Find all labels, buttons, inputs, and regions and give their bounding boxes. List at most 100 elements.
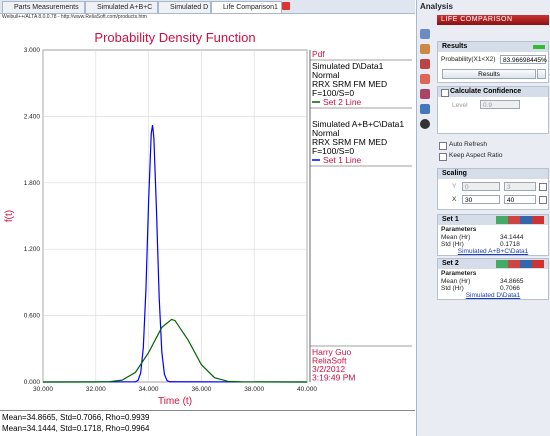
- tool-icon[interactable]: [420, 104, 430, 114]
- button[interactable]: [537, 69, 546, 79]
- legend-text: Normal: [312, 70, 340, 80]
- chart: 0.000 0.600 1.200 1.800 2.400 3.000 30.000 32.0…: [4, 30, 412, 407]
- label: Probability(X1<X2): [441, 56, 496, 63]
- legend-text: Normal: [312, 128, 340, 138]
- plot-area: [42, 49, 308, 383]
- section-title: Set 1: [438, 215, 548, 225]
- set-icons[interactable]: [496, 216, 544, 224]
- checkbox[interactable]: [439, 153, 447, 161]
- tool-icon[interactable]: [420, 74, 430, 84]
- section-title: Calculate Confidence: [438, 87, 548, 97]
- series-line: [42, 125, 308, 383]
- footer-text: Harry Guo: [312, 347, 351, 357]
- set-box: Set 1 Parameters Mean (Hr) 34.1444 Std (Hr) 0…: [437, 214, 549, 256]
- divider: [0, 410, 415, 411]
- x-tick-label: 36.000: [191, 386, 211, 393]
- value-field[interactable]: 0.9: [480, 100, 520, 109]
- tab[interactable]: Simulated D: [158, 1, 211, 13]
- tool-icon[interactable]: [420, 119, 430, 129]
- value: 0.7066: [500, 285, 520, 292]
- options: Auto Refresh Keep Aspect Ratio: [437, 140, 549, 164]
- y-tick-label: 1.200: [24, 246, 41, 253]
- status-line: Mean=34.1444, Std=0.1718, Rho=0.9964: [2, 424, 150, 433]
- tool-icon[interactable]: [420, 59, 430, 69]
- value: 34.8665: [500, 278, 524, 285]
- label: Mean (Hr): [441, 234, 471, 241]
- y-tick-label: 0.600: [24, 313, 41, 320]
- panel-header: LIFE COMPARISON: [437, 15, 549, 25]
- label: Mean (Hr): [441, 278, 471, 285]
- chart-title: Probability Density Function: [94, 30, 255, 45]
- x-tick-label: 40.000: [297, 386, 317, 393]
- close-tab[interactable]: [282, 2, 290, 10]
- button[interactable]: Results: [442, 69, 536, 79]
- checkbox[interactable]: [539, 196, 547, 204]
- data-link[interactable]: Simulated A+B+C\Data1: [457, 248, 529, 255]
- y-tick-label: 3.000: [24, 47, 41, 54]
- footer-text: 3/2/2012: [312, 364, 345, 374]
- legend-text: RRX SRM FM MED: [312, 79, 387, 89]
- legend-text: F=100/S=0: [312, 88, 354, 98]
- x-tick-label: 32.000: [86, 386, 106, 393]
- legend-text: RRX SRM FM MED: [312, 137, 387, 147]
- label: Auto Refresh: [449, 141, 487, 148]
- label: Keep Aspect Ratio: [449, 152, 503, 159]
- legend-entry: Set 1 Line: [323, 155, 362, 165]
- label: Std (Hr): [441, 241, 464, 248]
- checkbox-checked[interactable]: [539, 183, 547, 191]
- legend-title: Pdf: [312, 49, 325, 59]
- x-axis-title: Time (t): [158, 396, 192, 407]
- y-tick-label: 2.400: [24, 113, 41, 120]
- series-line: [43, 318, 308, 383]
- legend-text: Simulated D\Data1: [312, 61, 384, 71]
- status-line: Mean=34.8665, Std=0.7066, Rho=0.9939: [2, 413, 150, 422]
- y-tick-label: 1.800: [24, 180, 41, 187]
- tab-bar: Parts Measurements Simulated A+B+C Simul…: [0, 0, 415, 14]
- results-box: Results Probability(X1<X2) 83.96698445% …: [437, 41, 549, 83]
- value: 34.1444: [500, 234, 524, 241]
- value-field[interactable]: 3: [504, 182, 536, 191]
- y-tick-label: 0.000: [24, 379, 41, 386]
- label: Parameters: [441, 270, 477, 277]
- section-title: Set 2: [438, 259, 548, 269]
- tool-icon[interactable]: [420, 29, 430, 39]
- label: X: [452, 196, 457, 203]
- data-link[interactable]: Simulated D\Data1: [465, 292, 521, 299]
- footer-text: 3:19:49 PM: [312, 373, 355, 383]
- checkbox[interactable]: [441, 89, 449, 97]
- footer-text: ReliaSoft: [312, 356, 347, 366]
- value-field[interactable]: 40: [504, 195, 536, 204]
- indicator: [533, 45, 545, 49]
- url-text: Weibull++/ALTA 8.0.0.78 - http://www.Rel…: [2, 14, 147, 20]
- tool-icon[interactable]: [420, 44, 430, 54]
- section-title: Results: [438, 42, 548, 52]
- value-field[interactable]: 30: [462, 195, 500, 204]
- tab[interactable]: Simulated A+B+C: [85, 1, 158, 13]
- value-field[interactable]: 83.96698445%: [500, 55, 547, 64]
- legend-text: Simulated A+B+C\Data1: [312, 119, 404, 129]
- set-icons[interactable]: [496, 260, 544, 268]
- label: Y: [452, 183, 457, 190]
- label: Level: [452, 102, 468, 109]
- label: Std (Hr): [441, 285, 464, 292]
- x-tick-label: 38.000: [244, 386, 264, 393]
- value-field[interactable]: 0: [462, 182, 500, 191]
- label: Parameters: [441, 226, 477, 233]
- confidence-box: Calculate Confidence Level 0.9: [437, 86, 549, 134]
- tab[interactable]: Parts Measurements: [2, 1, 85, 13]
- section-title: Scaling: [438, 169, 548, 179]
- toolbar: [417, 27, 433, 147]
- scaling-box: Scaling Y 0 3 X 30 40: [437, 168, 549, 210]
- checkbox-checked[interactable]: [439, 142, 447, 150]
- legend-entry: Set 2 Line: [323, 97, 362, 107]
- analysis-panel: Analysis LIFE COMPARISON Results Probabi…: [416, 0, 550, 436]
- value: 0.1718: [500, 241, 520, 248]
- tab[interactable]: Life Comparison1: [211, 1, 282, 13]
- x-tick-label: 34.000: [139, 386, 159, 393]
- panel-title: Analysis: [420, 2, 453, 11]
- tool-icon[interactable]: [420, 89, 430, 99]
- legend-text: F=100/S=0: [312, 146, 354, 156]
- x-tick-label: 30.000: [33, 386, 53, 393]
- y-axis-title: f(t): [4, 210, 15, 222]
